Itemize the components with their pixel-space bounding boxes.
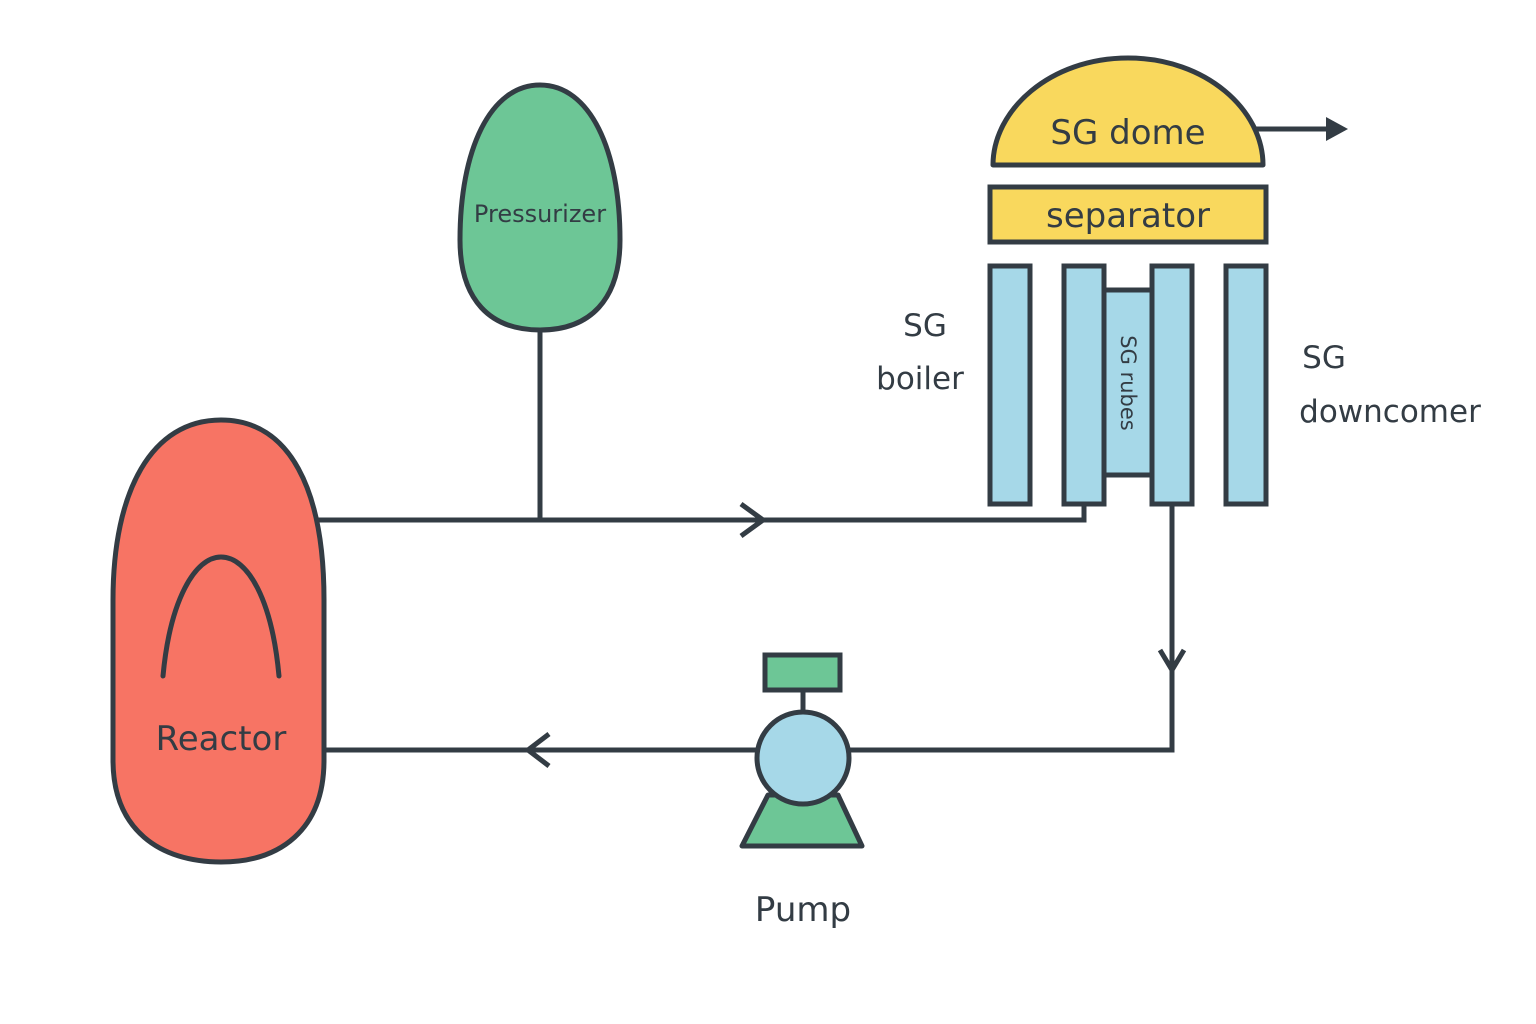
hot-leg-flow-arrow (739, 501, 768, 539)
sg-boiler-column-left (987, 263, 1033, 507)
reactor-core-arc-icon (160, 554, 282, 679)
reactor-label: Reactor (156, 719, 287, 759)
sg-tubes-label: SG rubes (1116, 335, 1140, 430)
steam-outlet-arrowhead (1326, 117, 1348, 141)
pump-motor (762, 652, 843, 693)
pressurizer-vessel (457, 82, 623, 333)
cold-leg-flow-arrow (523, 732, 551, 768)
sg-downcomer-label-line2: downcomer (1299, 394, 1481, 430)
sg-tube-column-outlet (1149, 263, 1195, 507)
sg-dome (990, 55, 1266, 168)
sg-tube-column-inlet (1061, 263, 1107, 507)
separator-label: separator (1046, 196, 1210, 236)
sg-boiler-label-line2: boiler (876, 361, 964, 397)
sg-outlet-pipe (848, 505, 1175, 753)
sg-dome-label: SG dome (1050, 113, 1205, 153)
sg-downcomer-label-line1: SG (1302, 340, 1346, 376)
sg-outlet-flow-arrow (1157, 648, 1187, 675)
pump-label: Pump (755, 890, 851, 930)
pump-casing (754, 709, 852, 807)
hot-leg-pipe (318, 505, 1087, 523)
sg-boiler-label-line1: SG (903, 308, 947, 344)
separator (987, 184, 1269, 245)
reactor-vessel (110, 417, 327, 865)
sg-downcomer-column-right (1223, 263, 1269, 507)
pressurizer-label: Pressurizer (474, 200, 606, 228)
